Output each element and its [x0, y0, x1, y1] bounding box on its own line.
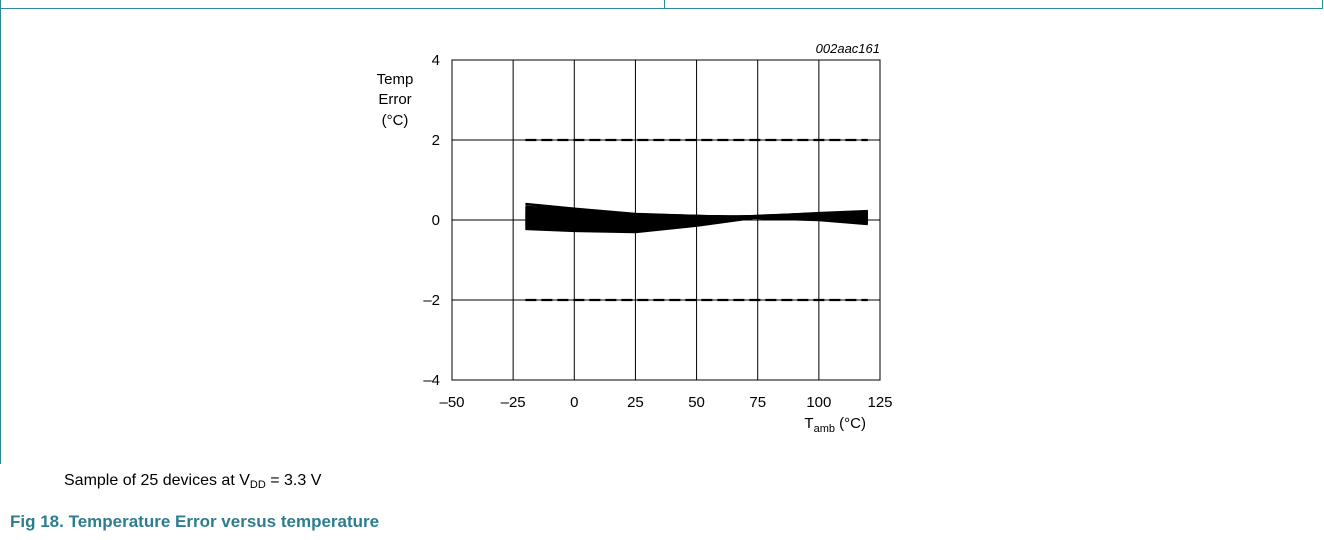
x-tick-label: 50	[688, 394, 705, 411]
figure-code: 002aac161	[816, 41, 880, 56]
x-axis-label-unit: (°C)	[835, 415, 866, 432]
y-tick-label: 0	[432, 212, 440, 229]
x-tick-label: 0	[570, 394, 578, 411]
y-tick-label: –2	[423, 292, 440, 309]
limit-lines	[525, 138, 868, 302]
y-axis-label-line-3: (°C)	[382, 112, 409, 129]
plot-frame	[451, 59, 881, 381]
x-tick-label: –25	[501, 394, 526, 411]
frame-top-rule	[0, 8, 1322, 9]
x-tick-label: –50	[439, 394, 464, 411]
x-tick-label: 100	[806, 394, 831, 411]
series-lines	[525, 202, 868, 234]
y-tick-label: –4	[423, 372, 440, 389]
y-axis-label-line-1: Temp	[377, 71, 414, 88]
y-tick-label: 2	[432, 132, 440, 149]
caption-suffix: = 3.3 V	[265, 472, 322, 489]
x-tick-label: 25	[627, 394, 644, 411]
frame-mid-rule	[664, 0, 665, 9]
axes	[451, 59, 881, 381]
x-axis-label: Tamb (°C)	[804, 415, 866, 435]
caption-subscript: DD	[249, 479, 266, 491]
y-tick-label: 4	[432, 52, 440, 69]
y-axis-label-line-2: Error	[378, 91, 411, 108]
tick-labels: –50 –25 0 25 50 75 100 125 –4 –2 0 2 4	[423, 52, 892, 411]
caption-prefix: Sample of 25 devices at V	[64, 472, 250, 489]
figure-title: Fig 18. Temperature Error versus tempera…	[10, 512, 380, 531]
frame-right-rule	[1322, 0, 1323, 9]
x-tick-label: 125	[867, 394, 892, 411]
x-tick-label: 75	[749, 394, 766, 411]
figure-caption: Sample of 25 devices at VDD = 3.3 V	[64, 472, 321, 491]
x-axis-label-sub: amb	[814, 423, 835, 435]
frame-left-rule	[0, 0, 1, 464]
series-line	[525, 212, 868, 230]
x-axis-label-main: T	[804, 415, 813, 432]
y-axis-label: Temp Error (°C)	[377, 71, 414, 129]
